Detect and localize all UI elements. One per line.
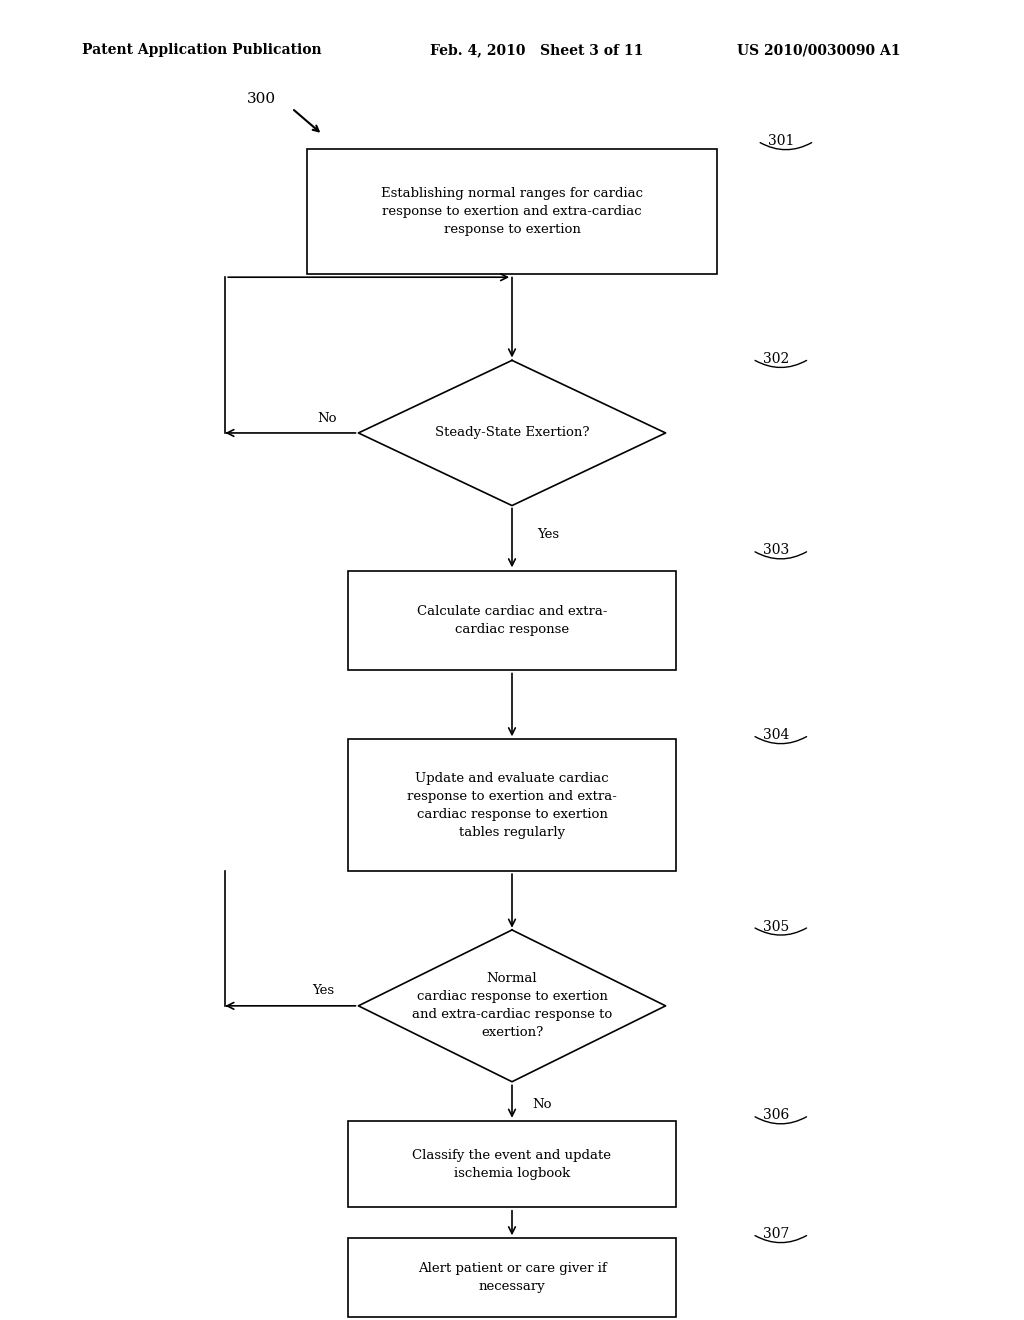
Text: No: No xyxy=(317,412,337,425)
Text: Classify the event and update
ischemia logbook: Classify the event and update ischemia l… xyxy=(413,1148,611,1180)
Text: 304: 304 xyxy=(763,729,790,742)
FancyBboxPatch shape xyxy=(348,1122,676,1206)
Text: Normal
cardiac response to exertion
and extra-cardiac response to
exertion?: Normal cardiac response to exertion and … xyxy=(412,973,612,1039)
FancyBboxPatch shape xyxy=(348,1238,676,1317)
Text: Yes: Yes xyxy=(312,983,335,997)
Text: Patent Application Publication: Patent Application Publication xyxy=(82,44,322,57)
Text: 300: 300 xyxy=(247,92,275,106)
FancyBboxPatch shape xyxy=(348,570,676,671)
Text: 307: 307 xyxy=(763,1228,790,1241)
Text: 302: 302 xyxy=(763,352,790,366)
Text: Establishing normal ranges for cardiac
response to exertion and extra-cardiac
re: Establishing normal ranges for cardiac r… xyxy=(381,186,643,236)
Text: No: No xyxy=(532,1098,552,1111)
Text: 305: 305 xyxy=(763,920,790,933)
Text: 301: 301 xyxy=(768,135,795,148)
Text: Figure 3: Figure 3 xyxy=(464,1246,560,1267)
Text: US 2010/0030090 A1: US 2010/0030090 A1 xyxy=(737,44,901,57)
Text: Steady-State Exertion?: Steady-State Exertion? xyxy=(435,426,589,440)
Text: Calculate cardiac and extra-
cardiac response: Calculate cardiac and extra- cardiac res… xyxy=(417,605,607,636)
Text: Feb. 4, 2010   Sheet 3 of 11: Feb. 4, 2010 Sheet 3 of 11 xyxy=(430,44,643,57)
Text: Yes: Yes xyxy=(538,528,560,541)
FancyBboxPatch shape xyxy=(348,739,676,871)
FancyBboxPatch shape xyxy=(307,149,717,275)
Text: 303: 303 xyxy=(763,544,790,557)
Text: Update and evaluate cardiac
response to exertion and extra-
cardiac response to : Update and evaluate cardiac response to … xyxy=(408,772,616,838)
Text: Alert patient or care giver if
necessary: Alert patient or care giver if necessary xyxy=(418,1262,606,1294)
Text: 306: 306 xyxy=(763,1109,790,1122)
